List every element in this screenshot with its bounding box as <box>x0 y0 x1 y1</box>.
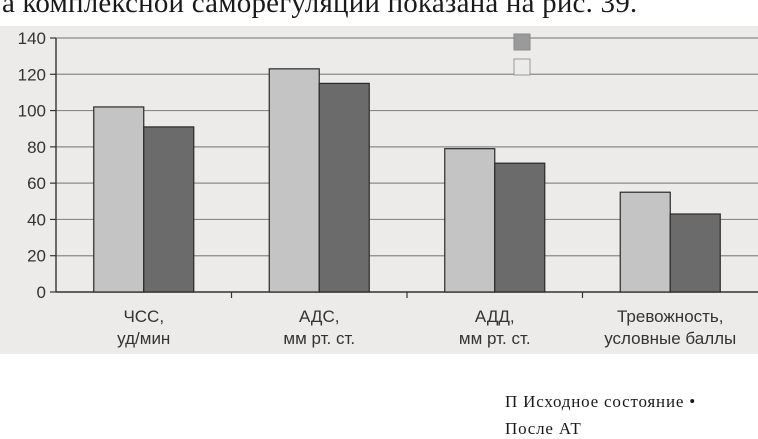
y-tick-label: 20 <box>27 247 46 266</box>
y-tick-label: 140 <box>18 29 46 48</box>
legend-entry-initial-state: П Исходное состояние • <box>505 392 696 411</box>
bar <box>318 82 370 293</box>
y-tick-label: 80 <box>27 138 46 157</box>
y-tick-label: 0 <box>37 283 46 302</box>
x-tick-label: Тревожность, <box>617 307 724 326</box>
y-tick-label: 40 <box>27 210 46 229</box>
bar <box>494 162 546 293</box>
y-tick-label: 60 <box>27 174 46 193</box>
bar <box>93 106 145 293</box>
y-tick-label: 120 <box>18 65 46 84</box>
x-tick-label: ЧСС, <box>123 307 164 326</box>
bar-chart: 0 20 40 60 80 100 120 140 ЧСС, уд/мин АДС, мм рт. с… <box>18 29 758 348</box>
bar <box>444 148 496 293</box>
legend-entry-after-at: После АТ <box>505 419 582 438</box>
x-tick-label: АДД, <box>475 307 515 326</box>
x-tick-label: мм рт. ст. <box>459 329 531 348</box>
x-tick-label: уд/мин <box>117 329 170 348</box>
x-tick-label: мм рт. ст. <box>283 329 355 348</box>
chart-panel: 0 20 40 60 80 100 120 140 ЧСС, уд/мин АДС, мм рт. с… <box>0 26 758 354</box>
legend-swatch <box>513 58 531 76</box>
y-tick-label: 100 <box>18 102 46 121</box>
bar <box>268 68 320 293</box>
bar <box>669 213 721 293</box>
legend-swatch <box>513 33 531 51</box>
x-tick-label: АДС, <box>299 307 339 326</box>
x-tick-label: условные баллы <box>604 329 736 348</box>
page-text-line: а комплексной саморегуляции показана на … <box>2 0 638 19</box>
bar <box>143 126 195 293</box>
bar <box>619 191 671 293</box>
